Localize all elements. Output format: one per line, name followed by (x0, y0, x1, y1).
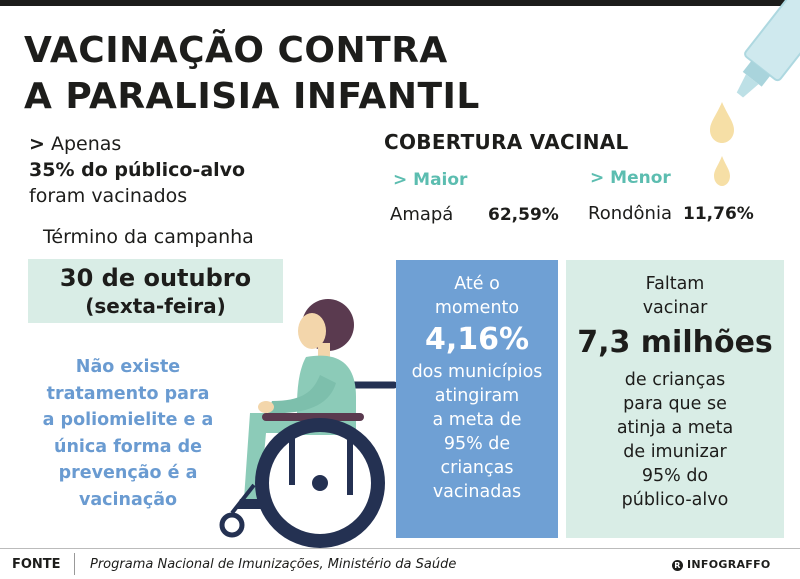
source-label: FONTE (12, 557, 61, 572)
treatment-note: Não existe tratamento para a poliomielit… (28, 354, 228, 513)
box-text: 95% do (641, 466, 709, 486)
box-text: vacinar (642, 298, 708, 318)
campaign-end-label: Término da campanha (43, 226, 254, 248)
coverage-highest-value: 62,59% (488, 205, 559, 225)
title-line-1: VACINAÇÃO CONTRA (24, 30, 448, 71)
municipalities-value: 4,16% (424, 322, 530, 357)
box-text: atinja a meta (616, 418, 734, 438)
box-text: público-alvo (621, 490, 729, 510)
page-title: VACINAÇÃO CONTRA A PARALISIA INFANTIL (24, 28, 480, 120)
footer-divider (0, 548, 800, 549)
box-text: a meta de (432, 410, 522, 430)
brand-name: INFOGRAFFO (687, 558, 771, 571)
source-separator (74, 553, 75, 575)
note-line: tratamento para (46, 383, 210, 404)
coverage-highest-label: > Maior (393, 170, 468, 190)
top-bar (0, 0, 800, 6)
lead-text: > Apenas 35% do público-alvo foram vacin… (29, 131, 245, 209)
remaining-box: Faltam vacinar 7,3 milhões de crianças p… (566, 260, 784, 538)
lead-line-2: 35% do público-alvo (29, 159, 246, 181)
box-text: 95% de (443, 434, 511, 454)
coverage-title: COBERTURA VACINAL (384, 130, 629, 154)
box-text: dos municípios (411, 362, 543, 382)
note-line: a poliomielite e a (42, 410, 214, 430)
box-text: atingiram (434, 386, 520, 406)
lead-line-1: Apenas (50, 133, 122, 155)
source-text: Programa Nacional de Imunizações, Minist… (90, 557, 457, 572)
coverage-lowest-label: > Menor (590, 168, 671, 188)
campaign-end-weekday: (sexta-feira) (85, 294, 226, 318)
wheelchair-child-illustration (219, 299, 398, 548)
box-text: vacinadas (432, 482, 522, 502)
box-text: para que se (623, 394, 727, 414)
box-text: de crianças (624, 370, 726, 390)
coverage-lowest-state: Rondônia (588, 203, 672, 224)
vaccine-drop-icon (710, 102, 734, 143)
box-text: de imunizar (623, 442, 727, 462)
box-text: momento (434, 298, 520, 318)
note-line: única forma de (54, 436, 202, 457)
lead-line-3: foram vacinados (29, 185, 188, 207)
note-line: Não existe (75, 357, 181, 377)
lead-arrow: > (29, 133, 45, 155)
box-text: Faltam (645, 274, 705, 294)
box-text: Até o (454, 274, 500, 294)
note-line: vacinação (78, 489, 178, 510)
remaining-value: 7,3 milhões (577, 325, 773, 360)
coverage-lowest-value: 11,76% (683, 204, 754, 224)
coverage-highest-state: Amapá (390, 204, 454, 225)
registered-icon: R (672, 560, 683, 571)
title-line-2: A PARALISIA INFANTIL (24, 76, 480, 117)
note-line: prevenção é a (58, 463, 198, 483)
campaign-end-date: 30 de outubro (59, 264, 252, 292)
brand-logo: R INFOGRAFFO (672, 558, 771, 571)
vaccine-vial-icon (710, 0, 800, 186)
box-text: crianças (440, 458, 514, 478)
campaign-end-date-box: 30 de outubro (sexta-feira) (28, 259, 283, 323)
municipalities-box: Até o momento 4,16% dos municípios ating… (396, 260, 558, 538)
